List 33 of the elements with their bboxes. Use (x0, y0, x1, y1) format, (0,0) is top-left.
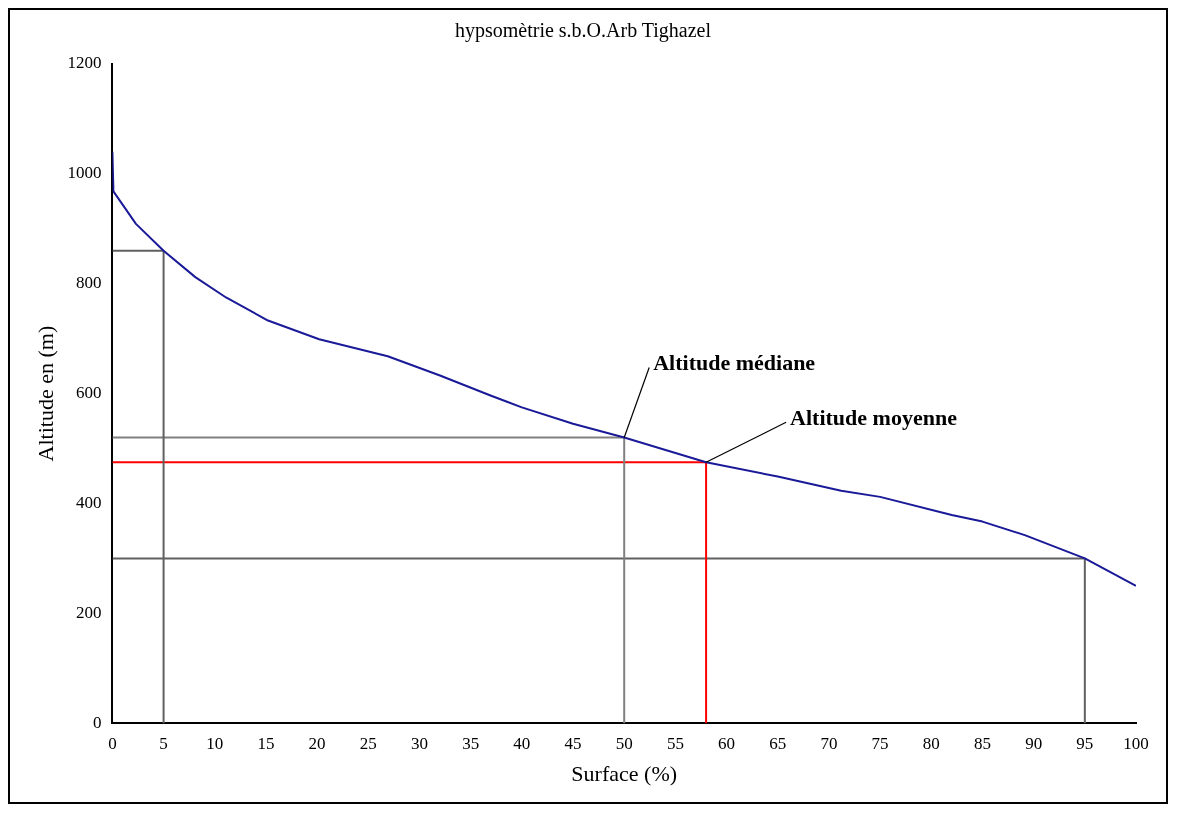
x-tick-label: 25 (359, 733, 377, 753)
y-tick-label: 1200 (67, 53, 102, 73)
x-tick-label: 35 (462, 733, 480, 753)
x-tick-label: 100 (1123, 733, 1149, 753)
x-tick-label: 70 (820, 733, 838, 753)
x-tick-label: 80 (922, 733, 940, 753)
x-tick-label: 50 (615, 733, 633, 753)
y-tick-label: 400 (75, 492, 102, 512)
annotation: Altitude moyenne (790, 404, 958, 430)
x-tick-label: 95 (1076, 733, 1094, 753)
y-tick-label: 600 (75, 383, 102, 403)
y-tick-label: 200 (75, 602, 102, 622)
x-tick-label: 65 (769, 733, 787, 753)
x-tick-label: 10 (206, 733, 224, 753)
y-tick-label: 800 (75, 273, 102, 293)
annotation: Altitude médiane (653, 350, 816, 376)
x-tick-label: 5 (159, 733, 168, 753)
x-tick-label: 45 (564, 733, 582, 753)
x-tick-label: 60 (718, 733, 736, 753)
x-tick-label: 55 (666, 733, 684, 753)
x-tick-label: 30 (410, 733, 428, 753)
chart-title: hypsomètrie s.b.O.Arb Tighazel (454, 19, 712, 43)
y-axis-title: Altitude en (m) (32, 325, 58, 462)
x-tick-label: 90 (1025, 733, 1043, 753)
x-tick-label: 15 (257, 733, 275, 753)
x-tick-label: 20 (308, 733, 326, 753)
x-tick-label: 40 (513, 733, 531, 753)
x-axis-title: Surface (%) (571, 760, 678, 786)
y-tick-label: 0 (92, 712, 102, 732)
x-tick-label: 75 (871, 733, 889, 753)
y-tick-label: 1000 (67, 163, 102, 183)
x-tick-label: 0 (108, 733, 117, 753)
x-tick-label: 85 (973, 733, 991, 753)
